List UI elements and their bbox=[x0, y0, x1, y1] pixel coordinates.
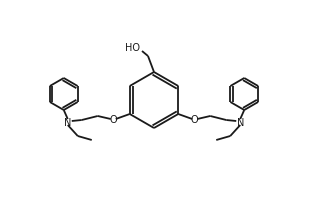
Text: O: O bbox=[190, 115, 198, 125]
Text: O: O bbox=[110, 115, 117, 125]
Text: N: N bbox=[237, 118, 244, 128]
Text: N: N bbox=[64, 118, 71, 128]
Text: HO: HO bbox=[125, 43, 141, 53]
